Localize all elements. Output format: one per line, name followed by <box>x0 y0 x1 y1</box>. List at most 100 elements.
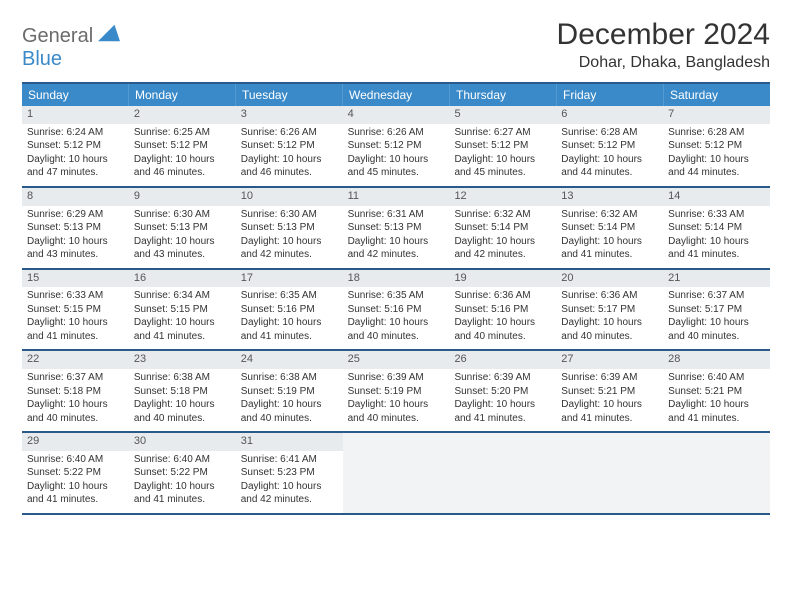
day-content: Sunrise: 6:36 AMSunset: 5:16 PMDaylight:… <box>449 287 556 349</box>
day-line-d2: and 46 minutes. <box>241 167 338 180</box>
day-line-d1: Daylight: 10 hours <box>27 236 124 249</box>
dow-cell: Saturday <box>664 84 770 106</box>
day-line-sr: Sunrise: 6:36 AM <box>454 290 551 303</box>
day-line-sr: Sunrise: 6:35 AM <box>241 290 338 303</box>
day-line-d1: Daylight: 10 hours <box>454 399 551 412</box>
day-line-d1: Daylight: 10 hours <box>454 154 551 167</box>
day-line-d2: and 47 minutes. <box>27 167 124 180</box>
day-cell: 19Sunrise: 6:36 AMSunset: 5:16 PMDayligh… <box>449 270 556 350</box>
day-content: Sunrise: 6:30 AMSunset: 5:13 PMDaylight:… <box>236 206 343 268</box>
day-line-sr: Sunrise: 6:32 AM <box>561 209 658 222</box>
day-content: Sunrise: 6:30 AMSunset: 5:13 PMDaylight:… <box>129 206 236 268</box>
day-content: Sunrise: 6:28 AMSunset: 5:12 PMDaylight:… <box>663 124 770 186</box>
day-line-d1: Daylight: 10 hours <box>668 154 765 167</box>
day-line-sr: Sunrise: 6:38 AM <box>241 372 338 385</box>
day-line-d2: and 40 minutes. <box>241 413 338 426</box>
day-cell: 3Sunrise: 6:26 AMSunset: 5:12 PMDaylight… <box>236 106 343 186</box>
day-line-d1: Daylight: 10 hours <box>561 399 658 412</box>
day-number: 10 <box>236 188 343 206</box>
day-line-ss: Sunset: 5:12 PM <box>454 140 551 153</box>
day-line-d1: Daylight: 10 hours <box>454 236 551 249</box>
day-line-d2: and 40 minutes. <box>134 413 231 426</box>
day-cell: 5Sunrise: 6:27 AMSunset: 5:12 PMDaylight… <box>449 106 556 186</box>
day-line-d1: Daylight: 10 hours <box>134 399 231 412</box>
day-line-sr: Sunrise: 6:34 AM <box>134 290 231 303</box>
day-number: 17 <box>236 270 343 288</box>
day-line-sr: Sunrise: 6:37 AM <box>668 290 765 303</box>
day-line-d2: and 42 minutes. <box>241 494 338 507</box>
day-number: 7 <box>663 106 770 124</box>
day-number: 13 <box>556 188 663 206</box>
day-cell: 2Sunrise: 6:25 AMSunset: 5:12 PMDaylight… <box>129 106 236 186</box>
day-line-ss: Sunset: 5:12 PM <box>134 140 231 153</box>
day-line-d2: and 41 minutes. <box>27 331 124 344</box>
day-line-ss: Sunset: 5:13 PM <box>27 222 124 235</box>
day-line-d2: and 41 minutes. <box>134 494 231 507</box>
empty-cell <box>343 433 450 513</box>
day-line-d1: Daylight: 10 hours <box>668 236 765 249</box>
dow-cell: Wednesday <box>343 84 450 106</box>
day-line-sr: Sunrise: 6:39 AM <box>561 372 658 385</box>
day-content: Sunrise: 6:40 AMSunset: 5:22 PMDaylight:… <box>22 451 129 513</box>
day-line-d2: and 40 minutes. <box>454 331 551 344</box>
dow-cell: Sunday <box>22 84 129 106</box>
day-line-d2: and 41 minutes. <box>668 249 765 262</box>
day-line-d2: and 42 minutes. <box>241 249 338 262</box>
empty-cell <box>556 433 663 513</box>
dow-row: SundayMondayTuesdayWednesdayThursdayFrid… <box>22 84 770 106</box>
day-line-sr: Sunrise: 6:28 AM <box>561 127 658 140</box>
day-line-ss: Sunset: 5:17 PM <box>561 304 658 317</box>
day-line-d1: Daylight: 10 hours <box>134 236 231 249</box>
title-block: December 2024 Dohar, Dhaka, Bangladesh <box>557 18 770 72</box>
logo: General Blue <box>22 24 120 71</box>
day-number: 12 <box>449 188 556 206</box>
day-content: Sunrise: 6:27 AMSunset: 5:12 PMDaylight:… <box>449 124 556 186</box>
day-number: 11 <box>343 188 450 206</box>
day-number: 14 <box>663 188 770 206</box>
week-row: 15Sunrise: 6:33 AMSunset: 5:15 PMDayligh… <box>22 270 770 352</box>
day-content: Sunrise: 6:35 AMSunset: 5:16 PMDaylight:… <box>236 287 343 349</box>
day-line-d2: and 43 minutes. <box>27 249 124 262</box>
day-content: Sunrise: 6:39 AMSunset: 5:20 PMDaylight:… <box>449 369 556 431</box>
day-line-d2: and 40 minutes. <box>348 331 445 344</box>
day-number: 16 <box>129 270 236 288</box>
day-line-sr: Sunrise: 6:30 AM <box>134 209 231 222</box>
day-line-ss: Sunset: 5:22 PM <box>134 467 231 480</box>
day-line-d1: Daylight: 10 hours <box>668 399 765 412</box>
day-cell: 31Sunrise: 6:41 AMSunset: 5:23 PMDayligh… <box>236 433 343 513</box>
day-line-sr: Sunrise: 6:40 AM <box>668 372 765 385</box>
weeks-container: 1Sunrise: 6:24 AMSunset: 5:12 PMDaylight… <box>22 106 770 515</box>
day-cell: 27Sunrise: 6:39 AMSunset: 5:21 PMDayligh… <box>556 351 663 431</box>
day-line-d2: and 42 minutes. <box>348 249 445 262</box>
day-cell: 16Sunrise: 6:34 AMSunset: 5:15 PMDayligh… <box>129 270 236 350</box>
day-line-d1: Daylight: 10 hours <box>241 317 338 330</box>
day-number: 5 <box>449 106 556 124</box>
day-line-d1: Daylight: 10 hours <box>454 317 551 330</box>
day-number: 23 <box>129 351 236 369</box>
page-title: December 2024 <box>557 18 770 52</box>
week-row: 8Sunrise: 6:29 AMSunset: 5:13 PMDaylight… <box>22 188 770 270</box>
dow-cell: Tuesday <box>236 84 343 106</box>
day-line-d2: and 40 minutes. <box>27 413 124 426</box>
day-line-ss: Sunset: 5:19 PM <box>241 386 338 399</box>
day-line-d1: Daylight: 10 hours <box>348 154 445 167</box>
day-line-ss: Sunset: 5:13 PM <box>134 222 231 235</box>
day-line-sr: Sunrise: 6:29 AM <box>27 209 124 222</box>
day-line-d1: Daylight: 10 hours <box>241 154 338 167</box>
day-line-ss: Sunset: 5:12 PM <box>27 140 124 153</box>
day-number: 20 <box>556 270 663 288</box>
day-line-ss: Sunset: 5:13 PM <box>348 222 445 235</box>
day-line-ss: Sunset: 5:13 PM <box>241 222 338 235</box>
day-line-d2: and 41 minutes. <box>668 413 765 426</box>
day-line-sr: Sunrise: 6:24 AM <box>27 127 124 140</box>
day-cell: 15Sunrise: 6:33 AMSunset: 5:15 PMDayligh… <box>22 270 129 350</box>
day-line-sr: Sunrise: 6:26 AM <box>348 127 445 140</box>
day-line-sr: Sunrise: 6:28 AM <box>668 127 765 140</box>
day-line-d2: and 44 minutes. <box>668 167 765 180</box>
day-content: Sunrise: 6:29 AMSunset: 5:13 PMDaylight:… <box>22 206 129 268</box>
day-line-ss: Sunset: 5:14 PM <box>668 222 765 235</box>
day-line-sr: Sunrise: 6:41 AM <box>241 454 338 467</box>
dow-cell: Monday <box>129 84 236 106</box>
day-line-ss: Sunset: 5:18 PM <box>134 386 231 399</box>
day-number: 1 <box>22 106 129 124</box>
